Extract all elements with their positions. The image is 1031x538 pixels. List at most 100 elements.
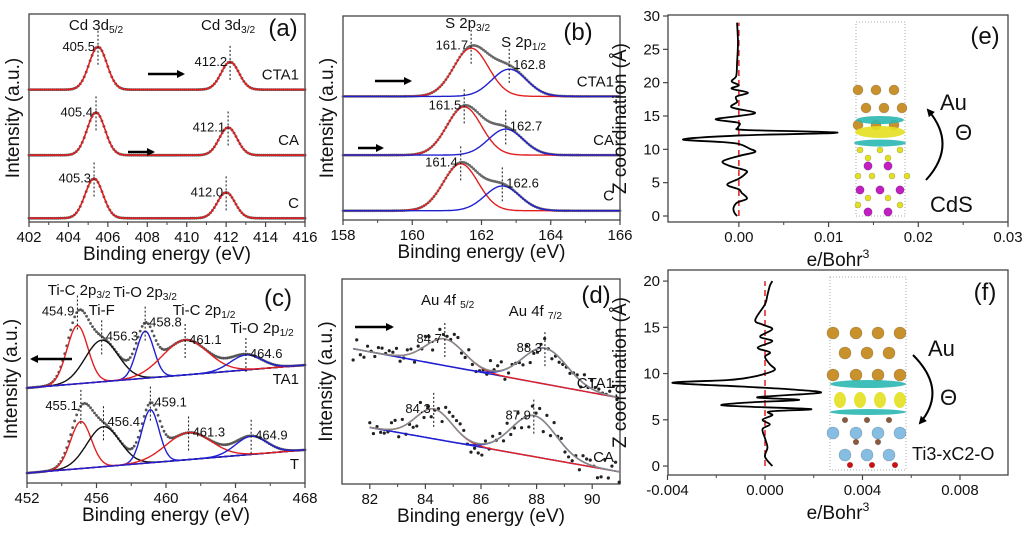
titanium-atom [882, 448, 896, 462]
charge-depletion-isosurface [856, 116, 904, 124]
peak-assignment-label-sub: 1/2 [221, 310, 235, 321]
peak-value-label: 455.1 [45, 398, 78, 413]
data-point [456, 335, 460, 340]
data-point [467, 348, 471, 352]
sulfur-atom [896, 201, 904, 209]
data-point [126, 358, 130, 362]
data-point [150, 401, 154, 405]
peak-assignment-label-sub: 3/2 [163, 292, 177, 303]
data-point [373, 354, 377, 359]
data-point [505, 421, 509, 425]
panel-b: 158 160 162 164 166 Binding energy (eV) Intens… [317, 15, 633, 263]
data-point [486, 51, 489, 55]
peak-assignment-label: S 2p3/2 [445, 15, 490, 34]
y-tick-label: 10 [643, 366, 660, 383]
peak-assignment-label: Au 4f 7/2 [509, 303, 563, 322]
sulfur-atom [884, 154, 892, 162]
data-point [613, 460, 618, 464]
x-tick-label: 460 [153, 490, 178, 507]
data-point [154, 339, 158, 342]
data-point [138, 329, 142, 333]
data-point [415, 424, 419, 428]
peak-value-label: 84.3 [405, 401, 430, 416]
data-point [75, 413, 79, 417]
data-point [158, 345, 162, 349]
data-point [478, 112, 481, 116]
peak-assignment-label-sub: 1/2 [532, 42, 546, 53]
panel-label: (f) [974, 279, 997, 306]
titanium-atom [860, 448, 874, 462]
x-tick-label: 86 [473, 491, 490, 508]
data-point [69, 433, 73, 437]
data-point [156, 342, 160, 346]
fit-envelope [369, 407, 621, 473]
y-tick-label: 0 [652, 208, 660, 225]
sulfur-atom [876, 146, 884, 154]
sample-label: TA1 [273, 371, 299, 388]
data-point [462, 428, 466, 433]
data-point [488, 359, 493, 363]
data-point [469, 450, 473, 454]
peak-value-label: 162.8 [513, 57, 546, 72]
peak-assignment-label-main: Cd 3d [69, 17, 109, 34]
charge-depletion-isosurface [830, 409, 906, 415]
y-tick-label: 25 [643, 41, 660, 58]
data-point [409, 347, 413, 351]
peak-assignment-label-sub: 3/2 [96, 290, 110, 301]
x-tick-label: 82 [361, 491, 378, 508]
data-point [144, 408, 148, 412]
electron-transfer-arrow-icon [925, 108, 944, 181]
peak-assignment-label-main: Ti-O 2p [113, 284, 162, 301]
data-point [222, 356, 225, 360]
data-point [459, 351, 464, 355]
data-point [154, 408, 158, 412]
data-point [389, 421, 394, 425]
data-point [416, 344, 420, 348]
au-label: Au [928, 336, 955, 361]
peak-value-label: 405.3 [59, 171, 92, 186]
peak-assignment-label-main: Au 4f [509, 303, 548, 320]
data-point [73, 419, 77, 423]
x-axis-label-main: e/Bohr [807, 503, 864, 524]
x-tick-label: 416 [292, 229, 317, 246]
data-point [610, 464, 614, 468]
peak-assignment-label-main: Cd 3d [201, 17, 241, 34]
data-point [588, 458, 592, 462]
data-point [563, 450, 567, 454]
data-point [365, 344, 370, 348]
data-point [83, 311, 86, 315]
data-point [597, 387, 601, 391]
x-tick-label: 88 [528, 491, 545, 508]
data-point [501, 439, 506, 443]
peak-value-label: 461.1 [189, 332, 222, 347]
x-tick-label: 464 [223, 490, 248, 507]
data-point [568, 371, 572, 375]
cadmium-atom [863, 161, 873, 171]
cadmium-atom [895, 185, 905, 195]
panel-label: (a) [268, 15, 297, 42]
cadmium-atom [875, 185, 885, 195]
data-point [71, 321, 75, 325]
data-point [376, 346, 381, 350]
ti3xc2o-label: Ti3-xC2-O [912, 444, 994, 464]
sulfur-atom [903, 172, 911, 180]
peak-value-label: 405.4 [60, 104, 93, 119]
data-point [150, 329, 154, 333]
gold-atom [871, 326, 885, 340]
data-point [412, 360, 417, 364]
component-peak-464.6 [27, 354, 305, 389]
peak-assignment-label: Ti-F [89, 302, 115, 319]
data-point [398, 359, 402, 363]
data-point [134, 441, 138, 444]
peak-assignment-label: S 2p1/2 [501, 34, 546, 53]
data-point [566, 455, 571, 459]
peak-value-label: 161.4 [425, 154, 458, 169]
panel-label: (b) [563, 19, 592, 46]
peak-assignment-label-main: Ti-O 2p [230, 320, 279, 337]
data-point [611, 384, 615, 389]
sample-label: CA [593, 449, 614, 466]
data-point [69, 328, 73, 332]
data-point [427, 335, 431, 339]
data-point [476, 451, 480, 455]
peak-value-label: 458.8 [149, 315, 182, 330]
